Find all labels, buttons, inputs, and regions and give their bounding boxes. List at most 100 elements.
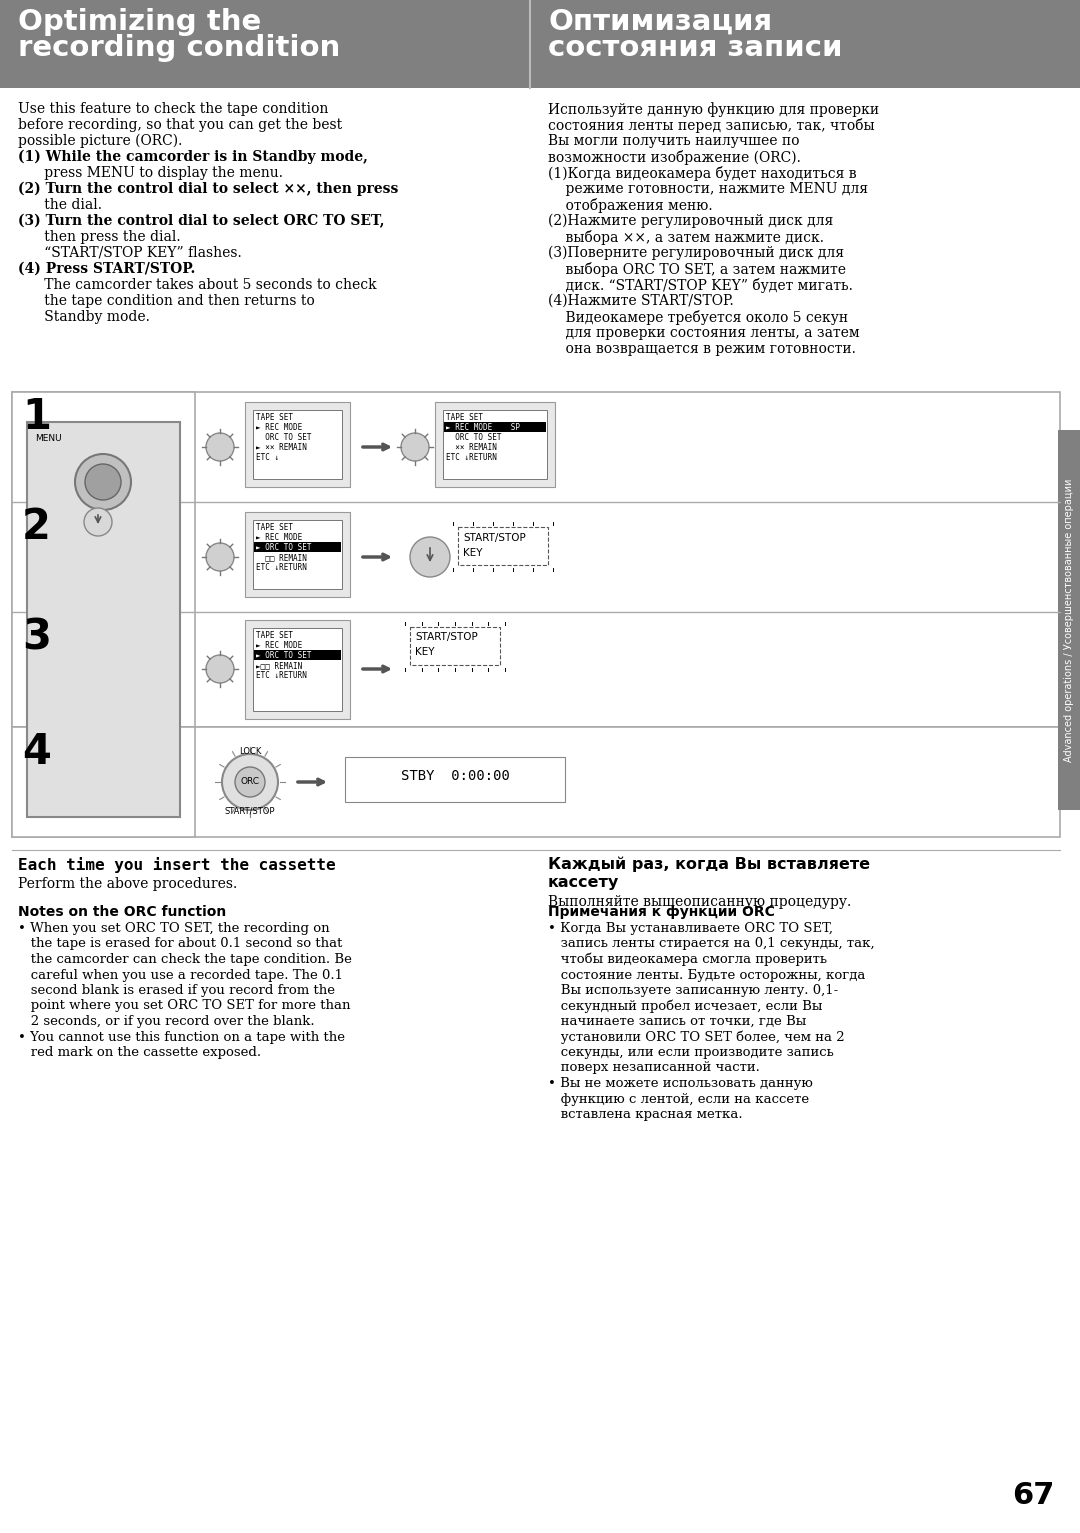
Text: the tape condition and then returns to: the tape condition and then returns to [18, 294, 314, 308]
Text: 4: 4 [22, 731, 51, 773]
Text: Notes on the ORC function: Notes on the ORC function [18, 904, 226, 918]
Circle shape [222, 754, 278, 809]
Text: (1) While the camcorder is in Standby mode,: (1) While the camcorder is in Standby mo… [18, 150, 368, 164]
Text: Вы могли получить наилучшее по: Вы могли получить наилучшее по [548, 133, 799, 149]
Text: “START/STOP KEY” flashes.: “START/STOP KEY” flashes. [18, 245, 242, 261]
Text: ETC ↓RETURN: ETC ↓RETURN [446, 452, 497, 461]
Text: (2)Нажмите регулировочный диск для: (2)Нажмите регулировочный диск для [548, 215, 834, 228]
Bar [245, 512, 350, 596]
Bar [27, 422, 180, 817]
Circle shape [84, 507, 112, 537]
Text: (3)Поверните регулировочный диск для: (3)Поверните регулировочный диск для [548, 245, 843, 261]
Bar [245, 619, 350, 719]
Text: second blank is erased if you record from the: second blank is erased if you record fro… [18, 984, 335, 996]
Text: Perform the above procedures.: Perform the above procedures. [18, 877, 238, 891]
Text: Примечания к функции ORC: Примечания к функции ORC [548, 904, 774, 918]
Text: • Когда Вы устанавливаете ORC TO SET,: • Когда Вы устанавливаете ORC TO SET, [548, 921, 833, 935]
Bar [253, 409, 342, 478]
Text: point where you set ORC TO SET for more than: point where you set ORC TO SET for more … [18, 1000, 351, 1012]
Text: STBY  0:00:00: STBY 0:00:00 [401, 770, 510, 783]
Text: состояние ленты. Будьте осторожны, когда: состояние ленты. Будьте осторожны, когда [548, 969, 865, 981]
Text: • You cannot use this function on a tape with the: • You cannot use this function on a tape… [18, 1030, 345, 1044]
Text: ► REC MODE    SP: ► REC MODE SP [446, 423, 519, 432]
Text: состояния ленты перед записью, так, чтобы: состояния ленты перед записью, так, чтоб… [548, 118, 875, 133]
Text: Standby mode.: Standby mode. [18, 310, 150, 323]
Text: KEY: KEY [463, 547, 483, 558]
Text: секунды, или если производите запись: секунды, или если производите запись [548, 1046, 834, 1059]
Circle shape [75, 454, 131, 510]
Text: (3) Turn the control dial to select ORC TO SET,: (3) Turn the control dial to select ORC … [18, 215, 384, 228]
Bar [0, 0, 1080, 87]
Text: чтобы видеокамера смогла проверить: чтобы видеокамера смогла проверить [548, 954, 827, 966]
Text: 2 seconds, or if you record over the blank.: 2 seconds, or if you record over the bla… [18, 1015, 314, 1029]
Text: режиме готовности, нажмите MENU для: режиме готовности, нажмите MENU для [548, 182, 868, 196]
Text: START/STOP: START/STOP [415, 632, 477, 642]
Text: 3: 3 [22, 616, 51, 658]
Text: выбора ORC TO SET, а затем нажмите: выбора ORC TO SET, а затем нажмите [548, 262, 846, 277]
Text: ► REC MODE: ► REC MODE [256, 423, 302, 432]
Text: (1)Когда видеокамера будет находиться в: (1)Когда видеокамера будет находиться в [548, 166, 856, 181]
Text: ►□□ REMAIN: ►□□ REMAIN [256, 661, 302, 670]
Text: поверх незаписанной части.: поверх незаписанной части. [548, 1061, 760, 1075]
Text: KEY: KEY [415, 647, 434, 658]
Bar [12, 392, 1059, 727]
Text: LOCK: LOCK [239, 747, 261, 756]
Text: ORC TO SET: ORC TO SET [446, 432, 501, 442]
Text: the camcorder can check the tape condition. Be: the camcorder can check the tape conditi… [18, 954, 352, 966]
Text: 2: 2 [22, 506, 51, 547]
Text: функцию с лентой, если на кассете: функцию с лентой, если на кассете [548, 1093, 809, 1105]
Text: кассету: кассету [548, 875, 619, 891]
Circle shape [401, 432, 429, 461]
Text: секундный пробел исчезает, если Вы: секундный пробел исчезает, если Вы [548, 1000, 822, 1013]
Text: ETC ↓RETURN: ETC ↓RETURN [256, 563, 307, 572]
Text: careful when you use a recorded tape. The 0.1: careful when you use a recorded tape. Th… [18, 969, 343, 981]
Text: ► REC MODE: ► REC MODE [256, 641, 302, 650]
Bar [444, 422, 546, 432]
Text: отображения меню.: отображения меню. [548, 198, 713, 213]
Circle shape [410, 537, 450, 576]
Text: Use this feature to check the tape condition: Use this feature to check the tape condi… [18, 103, 328, 117]
Text: TAPE SET: TAPE SET [256, 412, 293, 422]
Bar [12, 727, 195, 837]
Bar [253, 520, 342, 589]
Text: ► ORC TO SET: ► ORC TO SET [256, 543, 311, 552]
Text: Видеокамере требуется около 5 секун: Видеокамере требуется около 5 секун [548, 310, 848, 325]
Text: TAPE SET: TAPE SET [256, 632, 293, 639]
Text: possible picture (ORC).: possible picture (ORC). [18, 133, 183, 149]
Bar [254, 543, 341, 552]
Text: запись ленты стирается на 0,1 секунды, так,: запись ленты стирается на 0,1 секунды, т… [548, 938, 875, 950]
Text: ► ×× REMAIN: ► ×× REMAIN [256, 443, 307, 452]
Bar [345, 757, 565, 802]
Text: ► ORC TO SET: ► ORC TO SET [256, 652, 311, 661]
Circle shape [85, 464, 121, 500]
Text: ORC: ORC [241, 777, 259, 786]
Text: установили ORC TO SET более, чем на 2: установили ORC TO SET более, чем на 2 [548, 1030, 845, 1044]
Text: она возвращается в режим готовности.: она возвращается в режим готовности. [548, 342, 855, 356]
Text: 1: 1 [22, 396, 51, 438]
Text: Each time you insert the cassette: Each time you insert the cassette [18, 857, 336, 872]
Bar [458, 527, 548, 566]
Text: ORC TO SET: ORC TO SET [256, 432, 311, 442]
Circle shape [235, 766, 265, 797]
Text: (2) Turn the control dial to select ××, then press: (2) Turn the control dial to select ××, … [18, 182, 399, 196]
Text: • When you set ORC TO SET, the recording on: • When you set ORC TO SET, the recording… [18, 921, 329, 935]
Bar [12, 392, 195, 727]
Circle shape [206, 655, 234, 684]
Text: MENU: MENU [35, 434, 62, 443]
Text: ×× REMAIN: ×× REMAIN [446, 443, 497, 452]
Text: □□ REMAIN: □□ REMAIN [256, 553, 307, 563]
Text: Используйте данную функцию для проверки: Используйте данную функцию для проверки [548, 103, 879, 117]
Bar [254, 650, 341, 661]
Text: Оптимизация: Оптимизация [548, 8, 772, 35]
Circle shape [206, 543, 234, 570]
Text: • Вы не можете использовать данную: • Вы не можете использовать данную [548, 1078, 813, 1090]
Text: TAPE SET: TAPE SET [256, 523, 293, 532]
Text: red mark on the cassette exposed.: red mark on the cassette exposed. [18, 1046, 261, 1059]
Text: recording condition: recording condition [18, 34, 340, 61]
Text: the dial.: the dial. [18, 198, 102, 212]
Text: выбора ××, а затем нажмите диск.: выбора ××, а затем нажмите диск. [548, 230, 824, 245]
Text: Вы используете записанную ленту. 0,1-: Вы используете записанную ленту. 0,1- [548, 984, 838, 996]
Text: диск. “START/STOP KEY” будет мигать.: диск. “START/STOP KEY” будет мигать. [548, 277, 853, 293]
Text: press MENU to display the menu.: press MENU to display the menu. [18, 166, 283, 179]
Text: (4)Нажмите START/STOP.: (4)Нажмите START/STOP. [548, 294, 733, 308]
